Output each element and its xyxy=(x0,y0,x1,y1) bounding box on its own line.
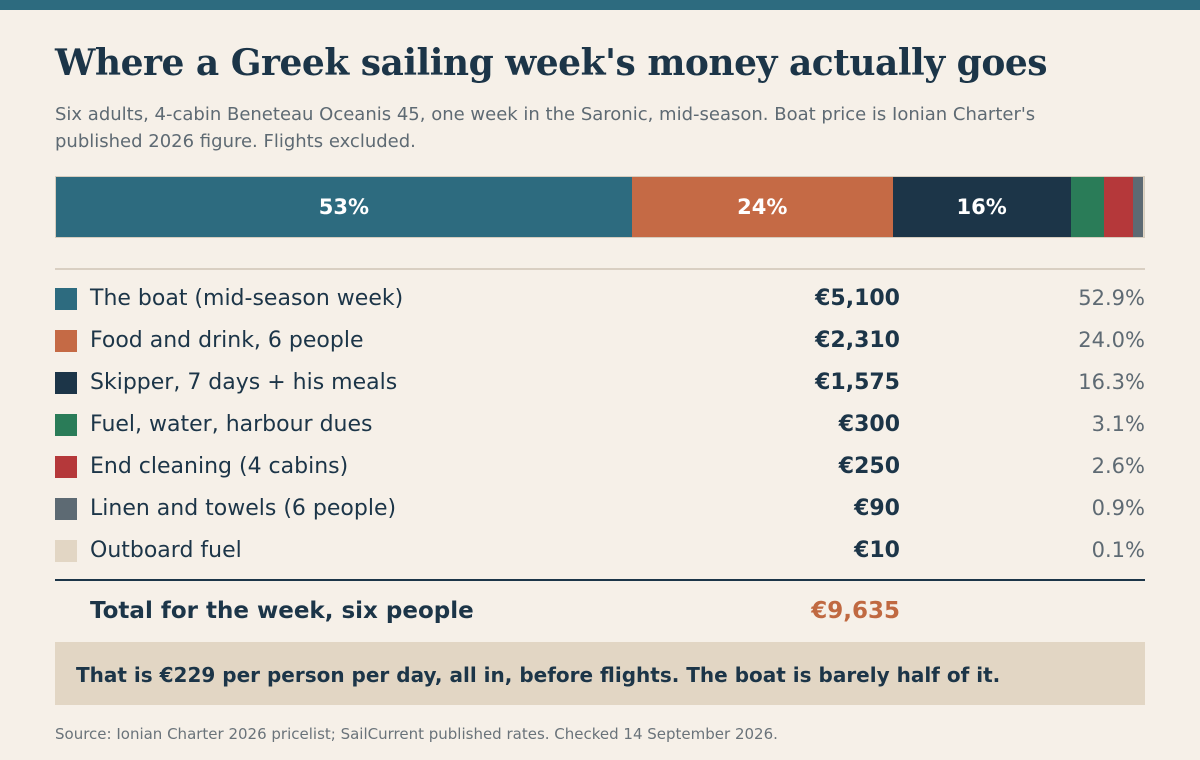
table-row: Linen and towels (6 people) €90 0.9% xyxy=(55,489,1145,531)
row-label: Skipper, 7 days + his meals xyxy=(90,370,398,395)
table-row: Fuel, water, harbour dues €300 3.1% xyxy=(55,405,1145,447)
bar-segment-label: 53% xyxy=(318,195,370,219)
row-amount: €1,575 xyxy=(815,370,900,395)
row-amount: €300 xyxy=(838,412,900,437)
bar-segment-5 xyxy=(1104,177,1133,237)
source-note: Source: Ionian Charter 2026 pricelist; S… xyxy=(55,725,778,743)
bar-segment-3 xyxy=(892,177,1071,237)
row-label: Outboard fuel xyxy=(90,538,242,563)
table-row: The boat (mid-season week) €5,100 52.9% xyxy=(55,279,1145,321)
row-amount: €250 xyxy=(838,454,900,479)
row-amount: €5,100 xyxy=(815,286,900,311)
chart-title: Where a Greek sailing week's money actua… xyxy=(55,42,1048,84)
total-label: Total for the week, six people xyxy=(90,598,474,624)
legend-swatch xyxy=(55,540,77,562)
bar-segment-2 xyxy=(631,177,893,237)
row-label: Linen and towels (6 people) xyxy=(90,496,397,521)
row-amount: €10 xyxy=(854,538,900,563)
table-row: Outboard fuel €10 0.1% xyxy=(55,531,1145,573)
row-percent: 24.0% xyxy=(1078,328,1145,352)
bar-segment-label: 24% xyxy=(737,195,788,219)
row-label: Fuel, water, harbour dues xyxy=(90,412,373,437)
row-percent: 0.1% xyxy=(1091,538,1145,562)
table-top-rule xyxy=(55,268,1145,270)
table-row: End cleaning (4 cabins) €250 2.6% xyxy=(55,447,1145,489)
row-percent: 52.9% xyxy=(1078,286,1145,310)
bar-segment-1 xyxy=(56,177,632,237)
legend-swatch xyxy=(55,456,77,478)
legend-swatch xyxy=(55,330,77,352)
row-label: End cleaning (4 cabins) xyxy=(90,454,349,479)
legend-swatch xyxy=(55,414,77,436)
row-amount: €2,310 xyxy=(815,328,900,353)
total-amount: €9,635 xyxy=(811,598,900,624)
stacked-share-bar: 53% 24% 16% xyxy=(55,176,1145,238)
bar-segment-label: 16% xyxy=(956,195,1007,219)
bar-segment-7 xyxy=(1142,177,1144,237)
legend-swatch xyxy=(55,498,77,520)
bar-segment-4 xyxy=(1070,177,1105,237)
row-label: The boat (mid-season week) xyxy=(90,286,404,311)
row-percent: 0.9% xyxy=(1091,496,1145,520)
chart-subtitle: Six adults, 4-cabin Beneteau Oceanis 45,… xyxy=(55,104,1036,152)
row-percent: 2.6% xyxy=(1091,454,1145,478)
row-label: Food and drink, 6 people xyxy=(90,328,364,353)
total-rule xyxy=(55,579,1145,581)
row-amount: €90 xyxy=(854,496,900,521)
row-percent: 16.3% xyxy=(1078,370,1145,394)
row-percent: 3.1% xyxy=(1091,412,1145,436)
callout-text: That is €229 per person per day, all in,… xyxy=(76,663,1001,687)
table-row: Food and drink, 6 people €2,310 24.0% xyxy=(55,321,1145,363)
legend-swatch xyxy=(55,288,77,310)
top-accent-bar xyxy=(0,0,1200,10)
bar-segment-6 xyxy=(1132,177,1143,237)
table-row: Skipper, 7 days + his meals €1,575 16.3% xyxy=(55,363,1145,405)
callout-box: That is €229 per person per day, all in,… xyxy=(55,642,1145,705)
legend-swatch xyxy=(55,372,77,394)
